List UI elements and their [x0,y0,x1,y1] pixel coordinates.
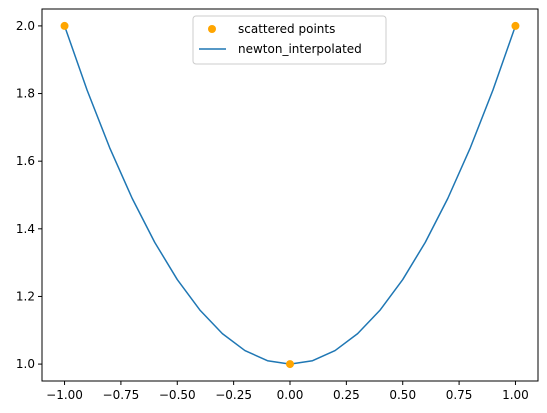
y-tick-label: 1.6 [16,154,35,168]
x-tick-label: −0.50 [159,388,196,402]
y-tick-label: 1.2 [16,289,35,303]
legend-box [192,15,387,65]
legend-marker-scatter [208,25,216,33]
x-tick-label: 1.00 [502,388,529,402]
x-tick-label: 0.50 [389,388,416,402]
x-tick-label: −1.00 [46,388,83,402]
x-tick-label: −0.75 [103,388,140,402]
legend-label-line: newton_interpolated [238,42,362,56]
scatter-point [511,21,520,30]
y-tick-label: 1.0 [16,357,35,371]
x-tick-label: −0.25 [215,388,252,402]
scatter-point [286,360,294,369]
legend-label-scatter: scattered points [238,22,335,36]
x-tick-label: 0.25 [333,388,360,402]
y-tick-label: 1.8 [16,87,35,101]
plot-area [42,9,538,381]
axes-layer: −1.00 −0.75 −0.50 −0.25 0.00 0.25 0.50 0.75 1.00… [16,19,529,402]
x-tick-label: 0.00 [277,388,304,402]
legend: scattered points newton_interpolated [192,15,387,65]
scatter-point [60,21,69,30]
y-tick-label: 1.4 [16,222,35,236]
plot-frame [41,8,539,382]
y-tick-label: 2.0 [16,19,35,33]
series-layer [60,21,520,369]
x-tick-label: 0.75 [446,388,473,402]
